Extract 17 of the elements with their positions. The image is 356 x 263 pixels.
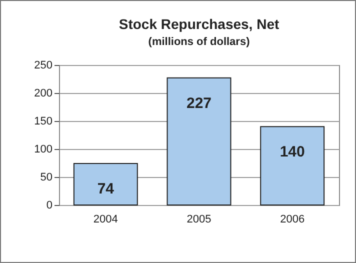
chart-title: Stock Repurchases, Net xyxy=(118,16,280,32)
x-tick-label: 2004 xyxy=(93,214,118,226)
y-tick-label: 250 xyxy=(34,60,52,72)
bar xyxy=(166,77,232,206)
data-label: 74 xyxy=(97,180,115,198)
data-label: 140 xyxy=(280,144,305,161)
y-tick-label: 200 xyxy=(34,88,52,100)
x-tick-label: 2006 xyxy=(280,214,305,226)
y-tick-label: 0 xyxy=(46,200,52,212)
y-tick-label: 50 xyxy=(40,172,52,184)
bar xyxy=(73,163,138,206)
y-tick-label: 150 xyxy=(34,116,52,128)
data-label: 227 xyxy=(186,94,212,112)
bar xyxy=(260,126,325,206)
y-tick-label: 100 xyxy=(34,144,52,156)
chart-subtitle: (millions of dollars) xyxy=(148,36,250,48)
x-tick-label: 2005 xyxy=(186,214,212,226)
